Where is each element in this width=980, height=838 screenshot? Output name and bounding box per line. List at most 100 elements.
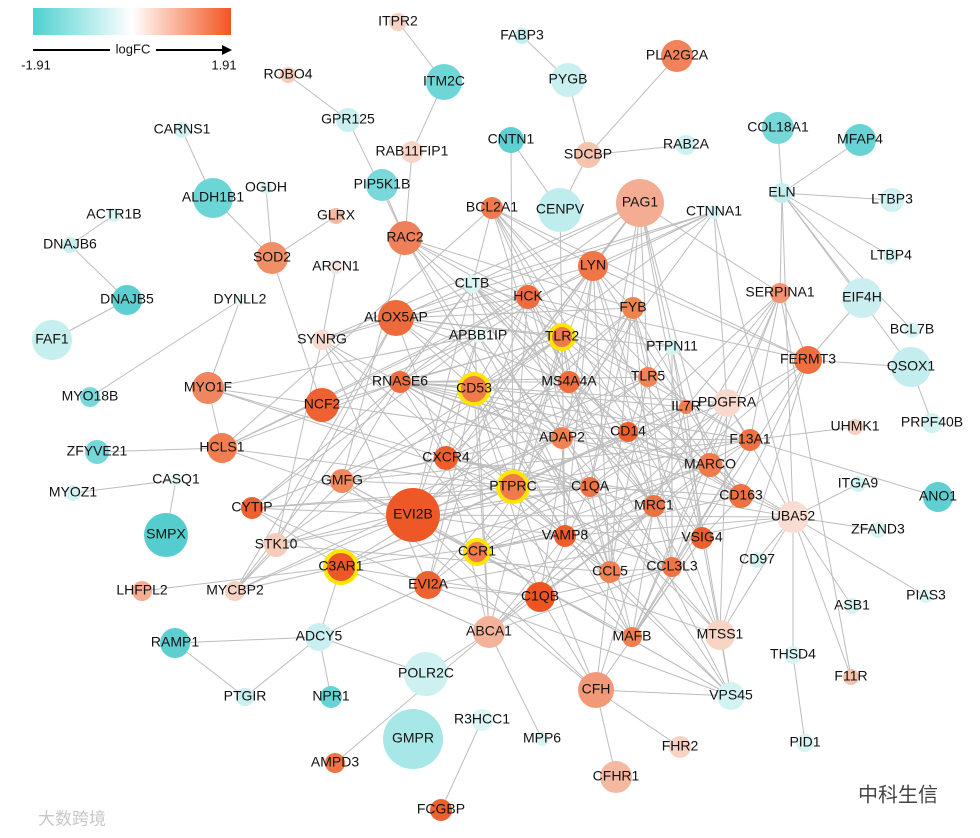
node-label: RAMP1	[151, 634, 199, 650]
node	[481, 197, 503, 219]
edge	[341, 381, 401, 482]
node-label: DYNLL2	[214, 291, 267, 307]
node-label: CTNNA1	[686, 203, 742, 219]
legend-title: logFC	[116, 41, 151, 56]
edge	[792, 516, 927, 597]
edge	[491, 207, 563, 338]
node-label: F11R	[834, 668, 867, 684]
edge	[471, 211, 715, 285]
node	[669, 736, 691, 758]
node	[554, 525, 576, 547]
edge	[244, 636, 320, 698]
node-label: PID1	[789, 734, 820, 750]
node-label: ALDH1B1	[182, 189, 244, 205]
node-label: MFAP4	[837, 131, 883, 147]
node	[192, 372, 224, 404]
edge	[740, 359, 809, 497]
node	[498, 127, 524, 153]
edge	[404, 237, 655, 507]
edge	[631, 359, 809, 638]
edge	[792, 516, 853, 607]
node-label: RNASE6	[372, 373, 428, 389]
node-label: ASB1	[834, 597, 870, 613]
node	[551, 427, 573, 449]
node-label: MRC1	[634, 497, 674, 513]
node	[401, 141, 423, 163]
node	[236, 688, 254, 706]
node	[305, 623, 333, 651]
edge	[412, 514, 597, 691]
node	[430, 799, 452, 821]
node	[770, 283, 790, 303]
node	[207, 433, 237, 463]
node-label: CNTN1	[488, 131, 535, 147]
node	[65, 485, 81, 501]
node-label: VAMP8	[542, 527, 589, 543]
node-label: TLR5	[631, 368, 665, 384]
edge	[321, 339, 541, 598]
node	[62, 237, 78, 253]
node	[922, 413, 942, 433]
edge	[477, 335, 611, 573]
edge	[561, 376, 649, 439]
node	[691, 527, 713, 549]
edge	[564, 535, 673, 568]
node-label: APBB1IP	[449, 327, 507, 343]
node	[32, 320, 72, 360]
node	[260, 182, 272, 194]
node-label: RAB11FIP1	[376, 143, 449, 159]
edge	[445, 457, 655, 507]
edge	[445, 376, 649, 459]
node-label: MYCBP2	[206, 582, 264, 598]
node	[234, 294, 246, 306]
node-label: F13A1	[729, 431, 770, 447]
node	[739, 429, 761, 451]
node-label: CD14	[610, 423, 646, 439]
node-label: CCR1	[458, 543, 496, 559]
node	[796, 734, 814, 752]
edge	[318, 584, 429, 638]
node	[323, 549, 359, 585]
node	[580, 477, 600, 497]
node	[525, 582, 555, 612]
node-label: TLR2	[545, 328, 579, 344]
node	[599, 561, 621, 583]
node-label: MYOZ1	[49, 484, 97, 500]
node-label: CASQ1	[152, 471, 200, 487]
edge	[341, 336, 563, 482]
node	[471, 329, 485, 343]
node-label: IL7R	[671, 398, 701, 414]
watermark: 中科生信	[858, 783, 938, 806]
edge	[512, 211, 715, 488]
edge	[395, 317, 673, 348]
edge	[427, 584, 732, 697]
edge	[440, 719, 483, 811]
node	[107, 208, 121, 222]
edge	[476, 495, 742, 553]
node	[883, 248, 899, 264]
node	[575, 142, 601, 168]
node-label: FHR2	[662, 738, 699, 754]
node	[643, 495, 665, 517]
node	[707, 205, 721, 219]
edge	[671, 346, 687, 408]
edge	[321, 266, 337, 341]
node-label: MARCO	[684, 456, 736, 472]
node	[225, 581, 245, 601]
node	[904, 322, 920, 338]
node-label: ARCN1	[312, 258, 360, 274]
edge	[69, 214, 115, 246]
node	[717, 682, 745, 710]
node	[638, 367, 658, 387]
edge	[685, 292, 781, 408]
edge	[561, 307, 634, 439]
node	[880, 188, 904, 212]
edge	[647, 376, 673, 568]
edge	[564, 439, 751, 537]
edge	[399, 381, 728, 404]
node	[132, 581, 152, 601]
node-label: CCL3L3	[646, 558, 698, 574]
edge	[340, 566, 490, 633]
node-label: PDGFRA	[698, 394, 757, 410]
